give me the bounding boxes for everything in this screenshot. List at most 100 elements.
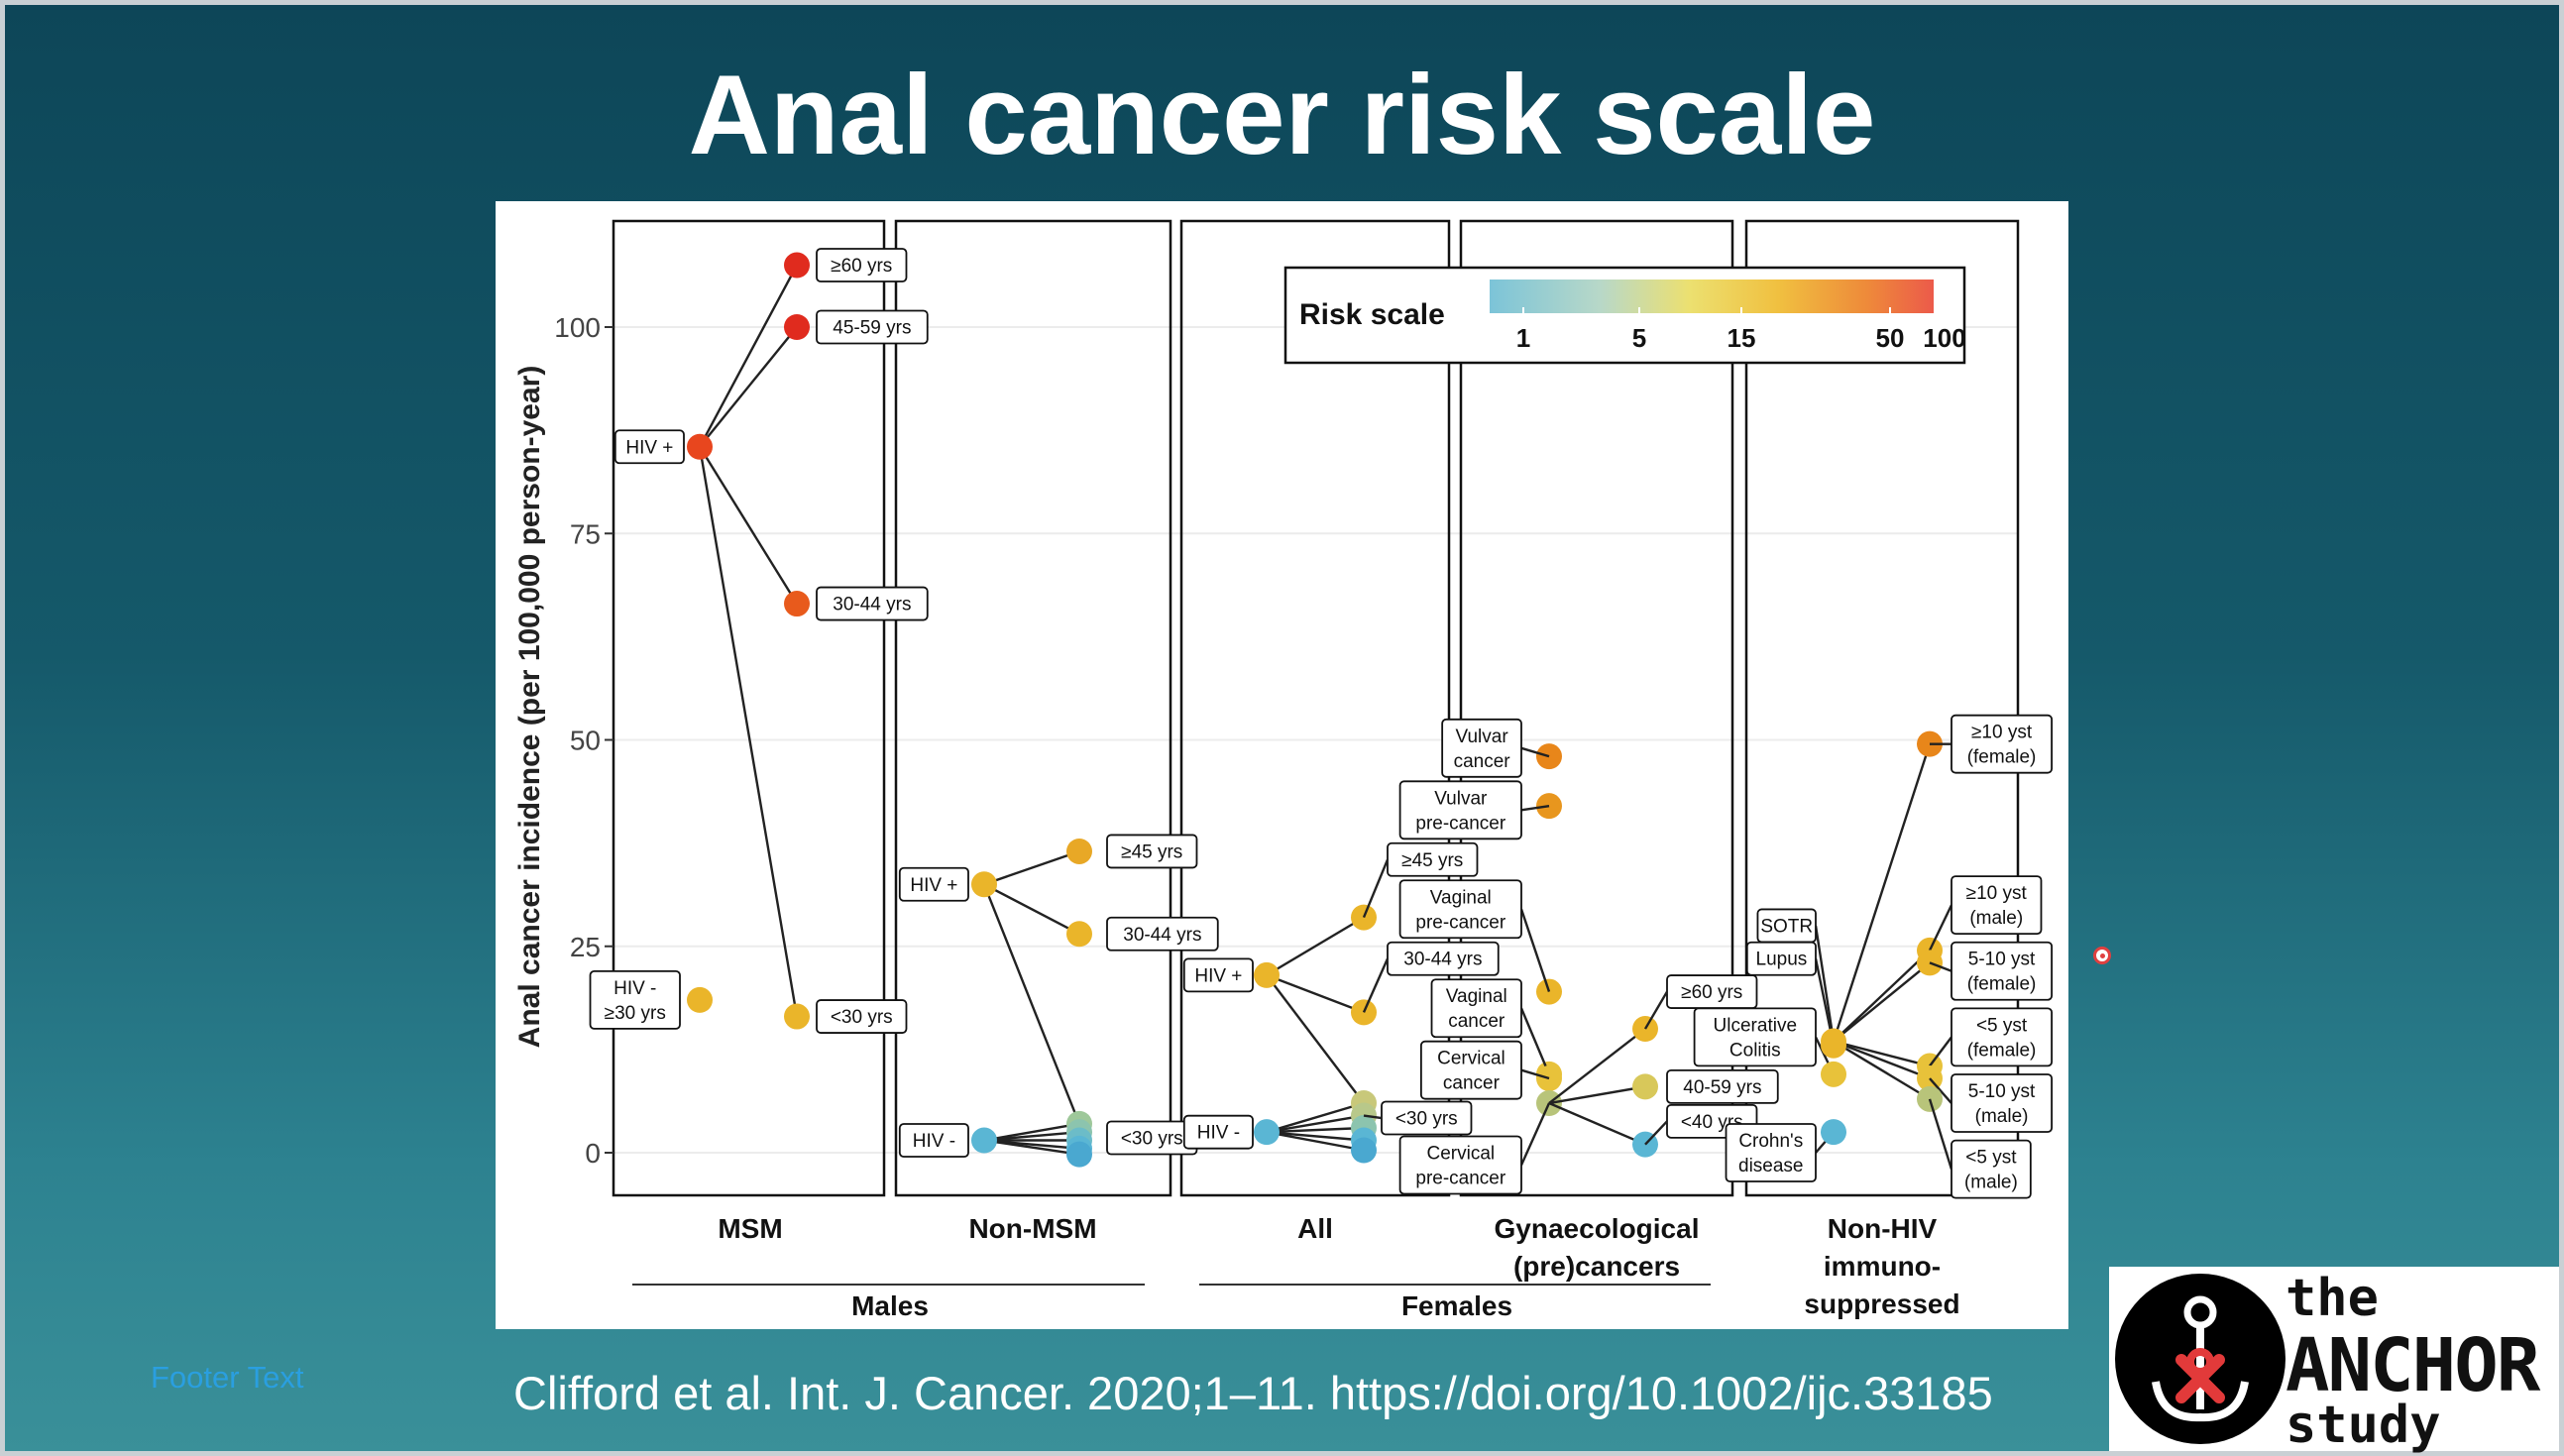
- node-label-box: [816, 309, 929, 345]
- node-label-box: [1951, 1139, 2032, 1199]
- node-label-box: [1419, 1040, 1522, 1100]
- legend-title: Risk scale: [1299, 298, 1445, 331]
- node-label: <30 yrs: [1395, 1109, 1458, 1130]
- node-label: ≥30 yrs: [605, 1003, 666, 1024]
- tree-edge: [1362, 957, 1390, 1013]
- node-label: 30-44 yrs: [1403, 950, 1482, 970]
- node-label-box: [589, 969, 681, 1030]
- tree-edge: [1929, 1077, 1952, 1104]
- node-label: disease: [1738, 1156, 1804, 1176]
- node-label: HIV +: [910, 875, 957, 896]
- data-point: [784, 314, 810, 340]
- node-label: HIV -: [613, 978, 656, 999]
- node-label: HIV -: [1197, 1123, 1240, 1144]
- tree-edge: [1266, 1130, 1365, 1152]
- tree-edge: [1833, 950, 1931, 1043]
- node-label: Colitis: [1729, 1040, 1781, 1061]
- node-label: <30 yrs: [1121, 1129, 1183, 1150]
- node-label: (male): [1969, 908, 2023, 929]
- node-label-box: [1951, 714, 2054, 774]
- data-point: [687, 433, 713, 460]
- tree-edge: [1266, 1130, 1365, 1142]
- data-point: [784, 252, 810, 279]
- node-label: ≥45 yrs: [1121, 841, 1182, 862]
- tree-edge: [1520, 1068, 1550, 1080]
- node-label: ≥10 yst: [1966, 883, 2028, 904]
- node-label-box: [1398, 780, 1522, 840]
- panel-frame: [1744, 219, 2020, 1197]
- tree-edge: [1833, 1040, 1931, 1067]
- legend-colorbar: [1490, 280, 1934, 313]
- node-label: Lupus: [1756, 950, 1808, 970]
- node-label: cancer: [1448, 1011, 1505, 1032]
- node-label: HIV +: [1194, 965, 1242, 986]
- tree-edge: [1833, 961, 1931, 1043]
- y-tick-label: 100: [554, 312, 601, 343]
- tree-edge: [1363, 1114, 1383, 1120]
- tree-edge: [1519, 1007, 1551, 1075]
- tree-edge: [983, 1130, 1080, 1142]
- node-label-box: [1693, 1007, 1817, 1067]
- tree-edge: [983, 1139, 1080, 1156]
- tree-edge: [1520, 804, 1550, 812]
- node-label-box: [816, 999, 908, 1034]
- data-point: [1632, 1016, 1658, 1043]
- chart-container: 0 25 50 75 100 Anal cancer incidence (per 100…: [496, 201, 2068, 1329]
- node-label: 5-10 yst: [1968, 950, 2036, 970]
- node-label: 45-59 yrs: [833, 318, 911, 339]
- tree-edge: [1519, 1102, 1551, 1166]
- node-label: <5 yst: [1976, 1015, 2028, 1036]
- node-label: cancer: [1443, 1073, 1501, 1094]
- panel-label: suppressed: [1804, 1288, 1959, 1319]
- pointer-cursor: [2093, 947, 2111, 964]
- y-tick-label: 75: [570, 518, 601, 549]
- tree-edge: [1266, 1101, 1365, 1134]
- node-label: Ulcerative: [1714, 1015, 1797, 1036]
- tree-edge: [1548, 1028, 1646, 1104]
- data-point: [971, 871, 997, 898]
- panel-label: immuno-: [1824, 1251, 1941, 1282]
- node-label: HIV +: [625, 437, 673, 458]
- node-label: cancer: [1454, 751, 1511, 772]
- panel-frame: [894, 219, 1172, 1197]
- node-label: pre-cancer: [1415, 912, 1505, 933]
- node-label: Vaginal: [1430, 887, 1492, 908]
- anchor-ribbon-icon: [2115, 1274, 2285, 1444]
- data-point: [971, 1127, 997, 1154]
- legend-tick-label: 100: [1923, 323, 1965, 353]
- tree-edge: [699, 326, 798, 448]
- tree-edge: [1814, 925, 1836, 1042]
- tree-edge: [1929, 1036, 1952, 1067]
- node-label-box: [1106, 916, 1219, 952]
- node-label-box: [1398, 1135, 1522, 1195]
- node-label: Cervical: [1426, 1143, 1495, 1164]
- tree-edge: [982, 883, 1081, 1125]
- data-point: [1821, 1032, 1846, 1059]
- node-label-box: [1666, 1068, 1779, 1104]
- node-label-box: [1951, 1007, 2054, 1067]
- data-point: [1821, 1061, 1846, 1087]
- panel-frame: [1179, 219, 1451, 1197]
- tree-edge: [1266, 1126, 1365, 1134]
- tree-edge: [698, 264, 799, 448]
- tree-edge: [1266, 973, 1365, 1014]
- legend-tick-label: 1: [1516, 323, 1530, 353]
- node-label: (male): [1964, 1173, 2018, 1193]
- y-tick-label: 25: [570, 932, 601, 962]
- panel-label: (pre)cancers: [1513, 1251, 1680, 1282]
- data-point: [1821, 1119, 1846, 1146]
- node-label: (female): [1967, 747, 2037, 768]
- node-label-box: [1745, 941, 1817, 976]
- logo-text-the: the: [2285, 1269, 2379, 1328]
- node-label-box: [1951, 941, 2054, 1001]
- data-point: [784, 591, 810, 617]
- node-label: ≥10 yst: [1971, 723, 2033, 743]
- node-label: HIV -: [913, 1131, 955, 1152]
- group-label-females: Females: [1401, 1290, 1512, 1321]
- risk-scale-chart: 0 25 50 75 100 Anal cancer incidence (per 100…: [513, 219, 2054, 1321]
- slide-title: Anal cancer risk scale: [688, 53, 1876, 178]
- citation: Clifford et al. Int. J. Cancer. 2020;1–1…: [513, 1367, 1993, 1419]
- node-label: <30 yrs: [831, 1007, 893, 1028]
- node-label: Vulvar: [1456, 727, 1509, 747]
